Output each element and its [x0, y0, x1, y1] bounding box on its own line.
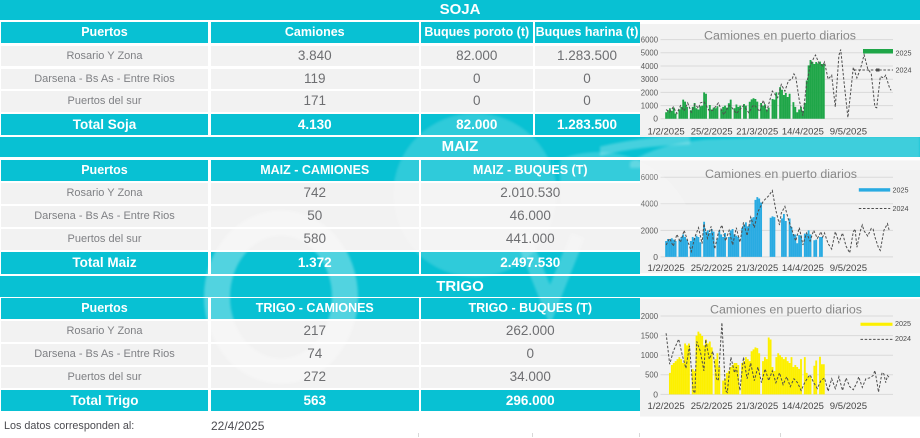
svg-text:4000: 4000: [641, 61, 658, 71]
svg-text:2000: 2000: [641, 225, 658, 235]
svg-text:0: 0: [653, 252, 658, 262]
svg-text:9/5/2025: 9/5/2025: [830, 126, 867, 137]
svg-text:14/4/2025: 14/4/2025: [782, 401, 824, 412]
svg-text:Camiones en puerto diarios: Camiones en puerto diarios: [710, 305, 862, 317]
svg-text:0: 0: [653, 114, 658, 124]
svg-text:9/5/2025: 9/5/2025: [830, 263, 867, 274]
svg-text:9/5/2025: 9/5/2025: [830, 401, 867, 412]
svg-text:14/4/2025: 14/4/2025: [782, 263, 824, 274]
svg-text:1000: 1000: [641, 101, 658, 111]
svg-text:1/2/2025: 1/2/2025: [648, 401, 685, 412]
svg-text:25/2/2025: 25/2/2025: [691, 126, 733, 137]
svg-text:6000: 6000: [641, 172, 658, 182]
svg-text:2025: 2025: [893, 186, 909, 195]
svg-text:21/3/2025: 21/3/2025: [736, 126, 778, 137]
svg-text:21/3/2025: 21/3/2025: [736, 263, 778, 274]
svg-text:0: 0: [653, 389, 658, 399]
svg-text:5000: 5000: [641, 48, 658, 58]
svg-text:1500: 1500: [641, 331, 658, 341]
svg-text:25/2/2025: 25/2/2025: [691, 263, 733, 274]
svg-text:500: 500: [645, 370, 658, 380]
svg-text:4000: 4000: [641, 199, 658, 209]
svg-text:2024: 2024: [895, 334, 911, 343]
svg-text:14/4/2025: 14/4/2025: [782, 126, 824, 137]
svg-text:3000: 3000: [641, 74, 658, 84]
svg-text:2024: 2024: [896, 66, 912, 75]
svg-text:2025: 2025: [896, 48, 912, 57]
svg-text:21/3/2025: 21/3/2025: [736, 401, 778, 412]
svg-text:25/2/2025: 25/2/2025: [691, 401, 733, 412]
svg-text:Camiones en puerto diarios: Camiones en puerto diarios: [704, 31, 856, 43]
svg-text:Camiones en puerto diarios: Camiones en puerto diarios: [705, 169, 857, 181]
svg-text:6000: 6000: [641, 35, 658, 45]
svg-text:1/2/2025: 1/2/2025: [648, 263, 685, 274]
svg-text:1/2/2025: 1/2/2025: [648, 126, 685, 137]
svg-text:2024: 2024: [893, 204, 909, 213]
svg-text:2000: 2000: [641, 311, 658, 321]
svg-text:2000: 2000: [641, 87, 658, 97]
svg-text:1000: 1000: [641, 350, 658, 360]
svg-text:2025: 2025: [895, 319, 911, 328]
